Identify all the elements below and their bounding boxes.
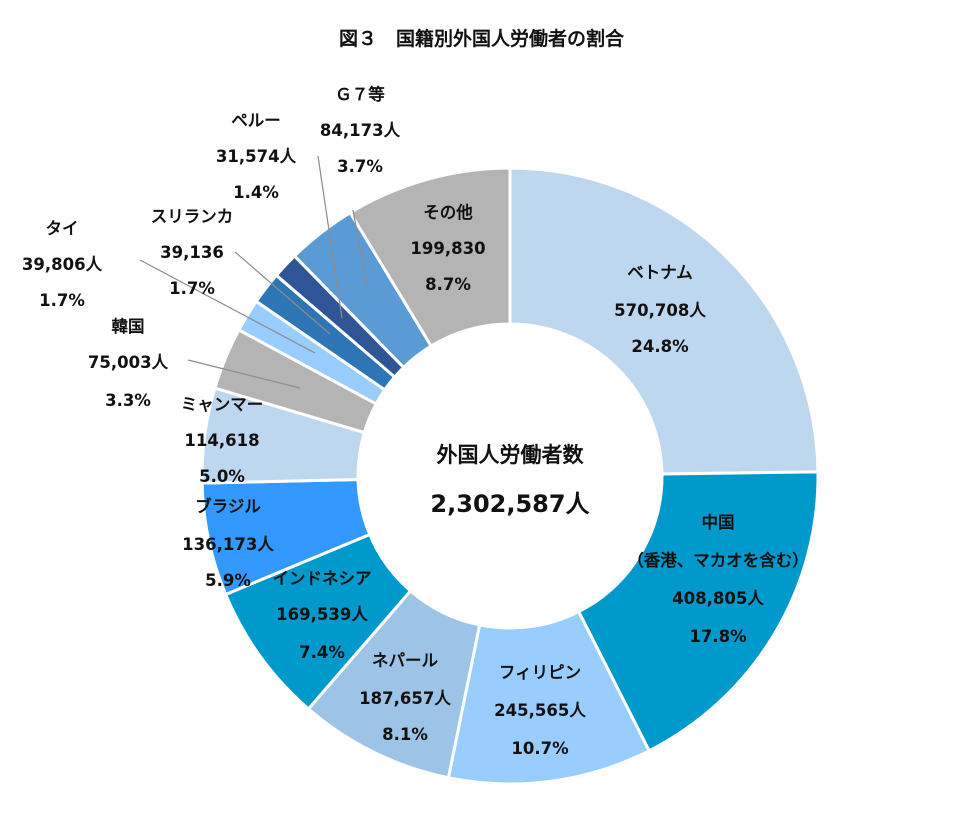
label-nepal-0: ネパール — [372, 651, 439, 670]
label-g7-2: 3.7% — [337, 157, 383, 176]
leader-lines — [139, 155, 369, 389]
label-thailand-0: タイ — [46, 219, 79, 238]
leader-thailand — [139, 259, 316, 354]
slice-other — [348, 166, 512, 349]
label-nepal-1: 187,657人 — [359, 689, 451, 708]
label-thailand-1: 39,806人 — [22, 255, 103, 274]
label-srilanka-0: スリランカ — [151, 207, 234, 226]
slice-china — [576, 470, 820, 753]
label-myanmar-1: 114,618 — [184, 431, 259, 450]
label-other-0: その他 — [423, 202, 473, 222]
label-indonesia-2: 7.4% — [299, 643, 345, 662]
label-vietnam-2: 24.8% — [631, 337, 689, 356]
leader-peru — [317, 155, 343, 319]
label-china-0: 中国 — [702, 512, 735, 532]
label-other-2: 8.7% — [425, 275, 471, 294]
label-peru-0: ペルー — [231, 111, 281, 130]
slice-labels: ベトナム 570,708人 24.8% 中国 （香港、マカオを含む） 408,805人 17… — [22, 84, 809, 758]
label-nepal-2: 8.1% — [382, 725, 428, 744]
label-peru-2: 1.4% — [233, 183, 279, 202]
leader-srilanka — [234, 251, 331, 335]
label-china-2: 408,805人 — [672, 589, 764, 608]
leader-korea — [187, 359, 301, 389]
label-china-1: （香港、マカオを含む） — [627, 550, 809, 570]
label-indonesia-1: 169,539人 — [276, 605, 368, 624]
label-myanmar-0: ミャンマー — [181, 395, 264, 414]
label-brazil-2: 5.9% — [205, 571, 251, 590]
donut-slices — [200, 166, 820, 786]
label-other-1: 199,830 — [410, 239, 485, 258]
slice-vietnam — [508, 166, 820, 476]
label-myanmar-2: 5.0% — [199, 467, 245, 486]
label-srilanka-1: 39,136 — [160, 243, 224, 262]
label-philippines-1: 245,565人 — [494, 701, 586, 720]
label-korea-0: 韓国 — [112, 316, 145, 336]
label-g7-0: Ｇ７等 — [335, 84, 385, 104]
slice-philippines — [446, 609, 652, 786]
center-total: 2,302,587人 — [430, 490, 589, 518]
label-vietnam-1: 570,708人 — [614, 301, 706, 320]
center-title: 外国人労働者数 — [437, 443, 585, 467]
label-philippines-2: 10.7% — [511, 739, 569, 758]
chart-title: 図３ 国籍別外国人労働者の割合 — [338, 28, 624, 50]
label-china-3: 17.8% — [689, 627, 747, 646]
label-korea-2: 3.3% — [105, 391, 151, 410]
label-brazil-0: ブラジル — [195, 496, 261, 516]
label-g7-1: 84,173人 — [320, 121, 401, 140]
label-korea-1: 75,003人 — [88, 353, 169, 372]
label-vietnam-0: ベトナム — [627, 263, 693, 282]
label-indonesia-0: インドネシア — [273, 569, 372, 588]
leader-g7 — [352, 209, 369, 291]
label-philippines-0: フィリピン — [499, 663, 581, 682]
label-peru-1: 31,574人 — [216, 147, 297, 166]
label-thailand-2: 1.7% — [39, 291, 85, 310]
label-brazil-1: 136,173人 — [182, 535, 274, 554]
label-srilanka-2: 1.7% — [169, 279, 215, 298]
